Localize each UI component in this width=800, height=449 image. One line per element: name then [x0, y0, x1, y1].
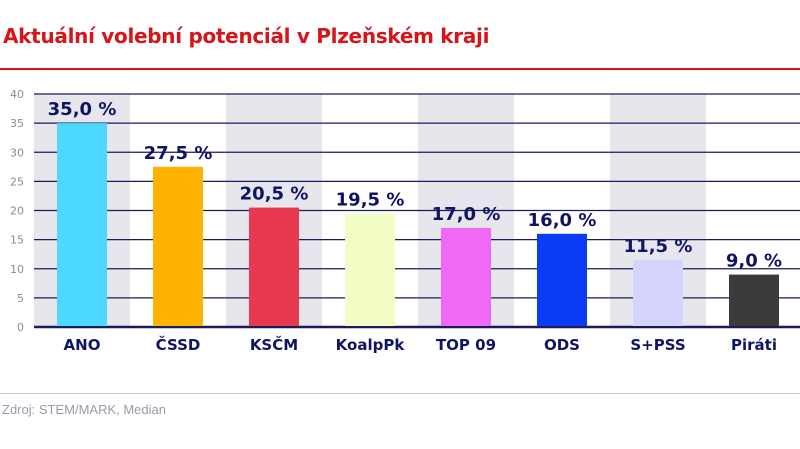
bar — [441, 227, 491, 326]
y-tick-label: 20 — [10, 205, 24, 218]
x-tick-label: KSČM — [250, 335, 298, 354]
y-tick-label: 5 — [17, 292, 24, 305]
chart-title: Aktuální volební potenciál v Plzeňském k… — [3, 24, 490, 48]
bar — [57, 123, 107, 326]
y-tick-label: 10 — [10, 263, 24, 276]
y-tick-label: 0 — [17, 321, 24, 334]
y-tick-label: 30 — [10, 146, 24, 159]
data-label: 17,0 % — [432, 204, 501, 225]
data-label: 11,5 % — [624, 236, 693, 257]
bar — [153, 166, 203, 326]
y-tick-label: 35 — [10, 117, 24, 130]
bar-chart: 0 5 10 15 20 25 30 35 40 35,0 % ANO 27,5 % ČSSD 20,5 … — [10, 88, 800, 354]
x-tick-label: TOP 09 — [436, 336, 496, 354]
data-label: 16,0 % — [528, 210, 597, 231]
y-tick-label: 40 — [10, 88, 24, 101]
title-divider — [0, 68, 800, 70]
data-label: 9,0 % — [726, 251, 782, 272]
bar — [633, 260, 683, 326]
data-label: 19,5 % — [336, 189, 405, 210]
y-tick-label: 25 — [10, 175, 24, 188]
bar — [537, 233, 587, 326]
bar — [729, 274, 779, 326]
data-label: 35,0 % — [48, 99, 117, 120]
source-note: Zdroj: STEM/MARK, Median — [2, 402, 166, 417]
data-label: 27,5 % — [144, 143, 213, 164]
x-tick-label: S+PSS — [630, 336, 685, 354]
x-tick-label: ODS — [544, 336, 580, 354]
x-tick-label: Piráti — [731, 336, 777, 354]
footer-divider — [0, 393, 800, 394]
x-tick-label: ANO — [64, 336, 101, 354]
bar — [345, 213, 395, 326]
data-label: 20,5 % — [240, 184, 309, 205]
x-tick-label: ČSSD — [156, 335, 201, 354]
x-tick-label: KoalpPk — [336, 336, 406, 354]
bar — [249, 207, 299, 326]
y-tick-label: 15 — [10, 234, 24, 247]
